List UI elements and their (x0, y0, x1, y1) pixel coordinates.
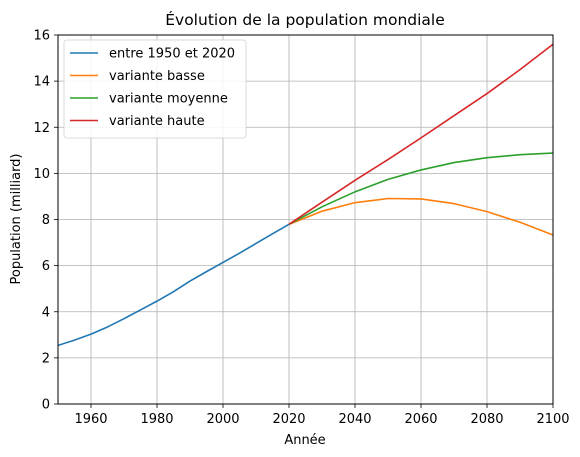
x-tick-label: 1980 (140, 412, 173, 427)
chart-title: Évolution de la population mondiale (165, 10, 445, 29)
legend-label: variante basse (109, 69, 205, 84)
legend: entre 1950 et 2020 variante basse variante… (63, 39, 247, 139)
x-tick-label: 2100 (536, 412, 569, 427)
y-axis-label: Population (milliard) (9, 153, 24, 284)
legend-label: entre 1950 et 2020 (109, 47, 235, 62)
series-line-3 (288, 152, 553, 226)
series-line-2 (288, 197, 553, 236)
y-tick-label: 2 (42, 351, 50, 366)
series-line-4 (288, 43, 553, 226)
y-tick-label: 6 (42, 259, 50, 274)
x-tick-label: 2000 (206, 412, 239, 427)
x-tick-label: 2020 (272, 412, 305, 427)
legend-label: variante haute (109, 114, 205, 129)
x-tick-label: 2060 (404, 412, 437, 427)
series-line-1 (58, 223, 290, 347)
legend-label: variante moyenne (109, 92, 228, 107)
series-lines (58, 43, 553, 347)
y-tick-label: 0 (42, 398, 50, 413)
x-tick-label: 2080 (470, 412, 503, 427)
y-tick-label: 12 (33, 121, 50, 136)
axis-ticks: 1960 1980 2000 2020 2040 2060 2080 2100 0 2 4 6 8 10 1… (33, 29, 569, 428)
y-tick-label: 14 (33, 75, 50, 90)
x-axis-label: Année (284, 433, 325, 448)
x-tick-label: 2040 (338, 412, 371, 427)
y-tick-label: 4 (42, 305, 50, 320)
y-tick-label: 8 (42, 213, 50, 228)
x-tick-label: 1960 (74, 412, 107, 427)
y-tick-label: 10 (33, 167, 50, 182)
legend-box (63, 39, 247, 139)
y-tick-label: 16 (33, 29, 50, 44)
